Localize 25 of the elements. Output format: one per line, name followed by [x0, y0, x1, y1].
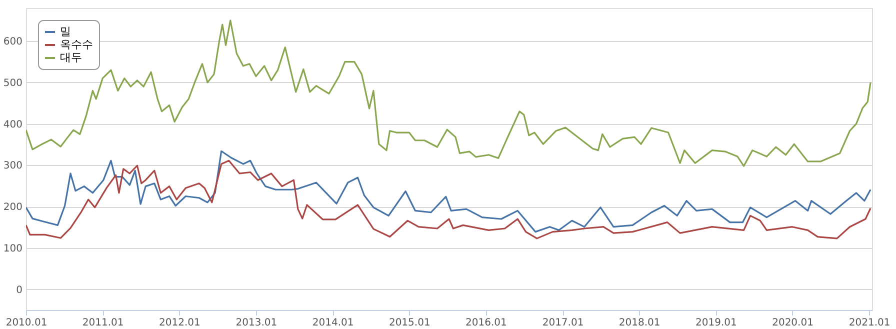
legend-label: 밀 [60, 25, 71, 38]
y-tick-label: 500 [3, 78, 22, 89]
x-tick-label: 2017.01 [542, 318, 584, 328]
line-series [26, 150, 872, 233]
x-tick-label: 2010.01 [6, 318, 48, 328]
x-tick-label: 2019.01 [696, 318, 737, 328]
x-tick-label: 2013.01 [236, 318, 278, 328]
legend-label: 대두 [60, 51, 82, 64]
y-tick-label: 300 [3, 160, 22, 172]
x-tick-label: 2015.01 [388, 318, 430, 328]
x-tick-label: 2011.01 [82, 318, 124, 328]
y-tick-label: 600 [3, 36, 22, 48]
line-series [26, 20, 872, 167]
x-tick-label: 2016.01 [466, 318, 507, 328]
legend-label: 옥수수 [60, 38, 93, 51]
y-tick-label: 400 [3, 119, 22, 130]
x-tick-label: 2020.01 [772, 318, 814, 328]
x-tick-label: 2018.01 [618, 318, 660, 328]
line-series [26, 160, 872, 240]
y-tick-label: 100 [3, 243, 22, 254]
y-tick-label: 200 [3, 202, 22, 214]
x-tick-label: 2012.01 [158, 318, 200, 328]
x-tick-label: 2014.01 [312, 318, 354, 328]
x-tick-label: 2021.01 [848, 318, 890, 328]
y-tick-label: 0 [16, 284, 22, 296]
